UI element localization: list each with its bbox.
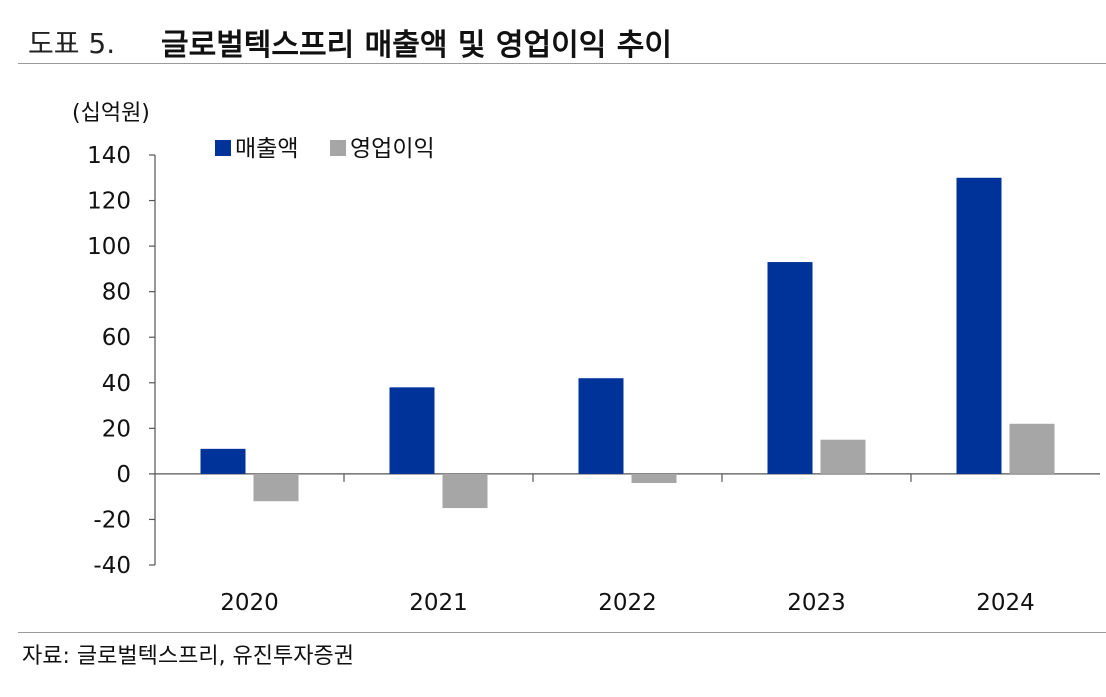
bar-chart: (십억원) -40 -20 0 20 40 60 80 100 120 140 2020 2021 202… [72, 101, 1100, 616]
legend-swatch [215, 140, 231, 156]
operating-profit-bar [1009, 423, 1055, 474]
chart-title: 글로벌텍스프리 매출액 및 영업이익 추이 [161, 28, 672, 63]
x-tick-label: 2024 [976, 590, 1035, 616]
operating-profit-bar [820, 439, 866, 474]
revenue-bar [767, 262, 813, 474]
y-tick-label: -20 [93, 507, 131, 533]
y-axis-unit: (십억원) [72, 101, 150, 126]
operating-profit-bar [442, 473, 488, 509]
figure-label: 도표 5. [28, 27, 116, 60]
revenue-bar [200, 448, 246, 474]
revenue-bar [956, 177, 1002, 474]
chart-header: 도표 5. 글로벌텍스프리 매출액 및 영업이익 추이 [28, 14, 1098, 63]
source-note: 자료: 글로벌텍스프리, 유진투자증권 [22, 644, 354, 669]
y-tick-label: 60 [102, 325, 131, 351]
y-tick-label: 140 [87, 143, 131, 169]
bottom-divider [18, 632, 1106, 633]
x-tick-label: 2020 [220, 590, 279, 616]
legend-swatch [330, 140, 346, 156]
y-tick-label: 80 [102, 280, 131, 306]
y-tick-label: -40 [93, 553, 131, 579]
revenue-bar [389, 387, 435, 474]
legend-label: 영업이익 [350, 136, 435, 162]
y-tick-label: 20 [102, 416, 131, 442]
operating-profit-bar [631, 473, 677, 483]
x-tick-label: 2023 [787, 590, 846, 616]
y-tick-label: 0 [116, 462, 131, 488]
top-divider [18, 63, 1106, 64]
x-tick-label: 2021 [409, 590, 468, 616]
x-tick-label: 2022 [598, 590, 657, 616]
revenue-bar [578, 378, 624, 474]
y-tick-label: 40 [102, 371, 131, 397]
operating-profit-bar [253, 473, 299, 502]
y-tick-label: 100 [87, 234, 131, 260]
y-tick-label: 120 [87, 189, 131, 215]
legend-label: 매출액 [235, 136, 298, 162]
